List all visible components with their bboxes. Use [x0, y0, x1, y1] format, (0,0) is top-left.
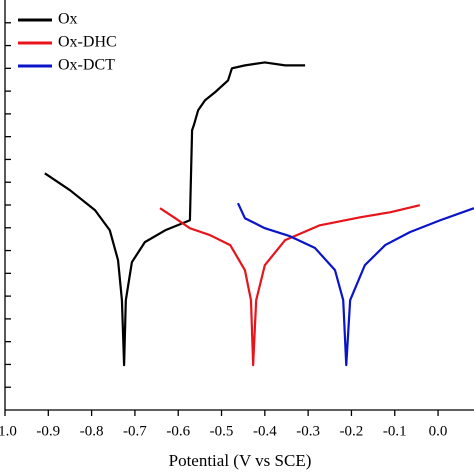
x-tick-label: -0.3: [296, 423, 320, 439]
series-line: [159, 204, 421, 367]
x-tick-label: -0.4: [253, 423, 277, 439]
legend-label: Ox-DCT: [58, 57, 115, 74]
x-axis-label: Potential (V vs SCE): [169, 451, 312, 470]
x-tick-label: -0.6: [166, 423, 190, 439]
x-tick-label: -1.0: [0, 423, 17, 439]
legend-label: Ox-DHC: [58, 34, 117, 51]
series-line: [236, 202, 474, 367]
x-tick-label: -0.2: [340, 423, 364, 439]
x-tick-label: -0.5: [210, 423, 234, 439]
x-tick-label: -0.1: [383, 423, 407, 439]
x-tick-label: -0.8: [80, 423, 104, 439]
x-tick-label: 0.0: [429, 423, 448, 439]
series-line: [44, 61, 306, 367]
x-tick-label: -0.9: [36, 423, 60, 439]
x-tick-label: -0.7: [123, 423, 147, 439]
legend-label: Ox: [58, 11, 78, 28]
